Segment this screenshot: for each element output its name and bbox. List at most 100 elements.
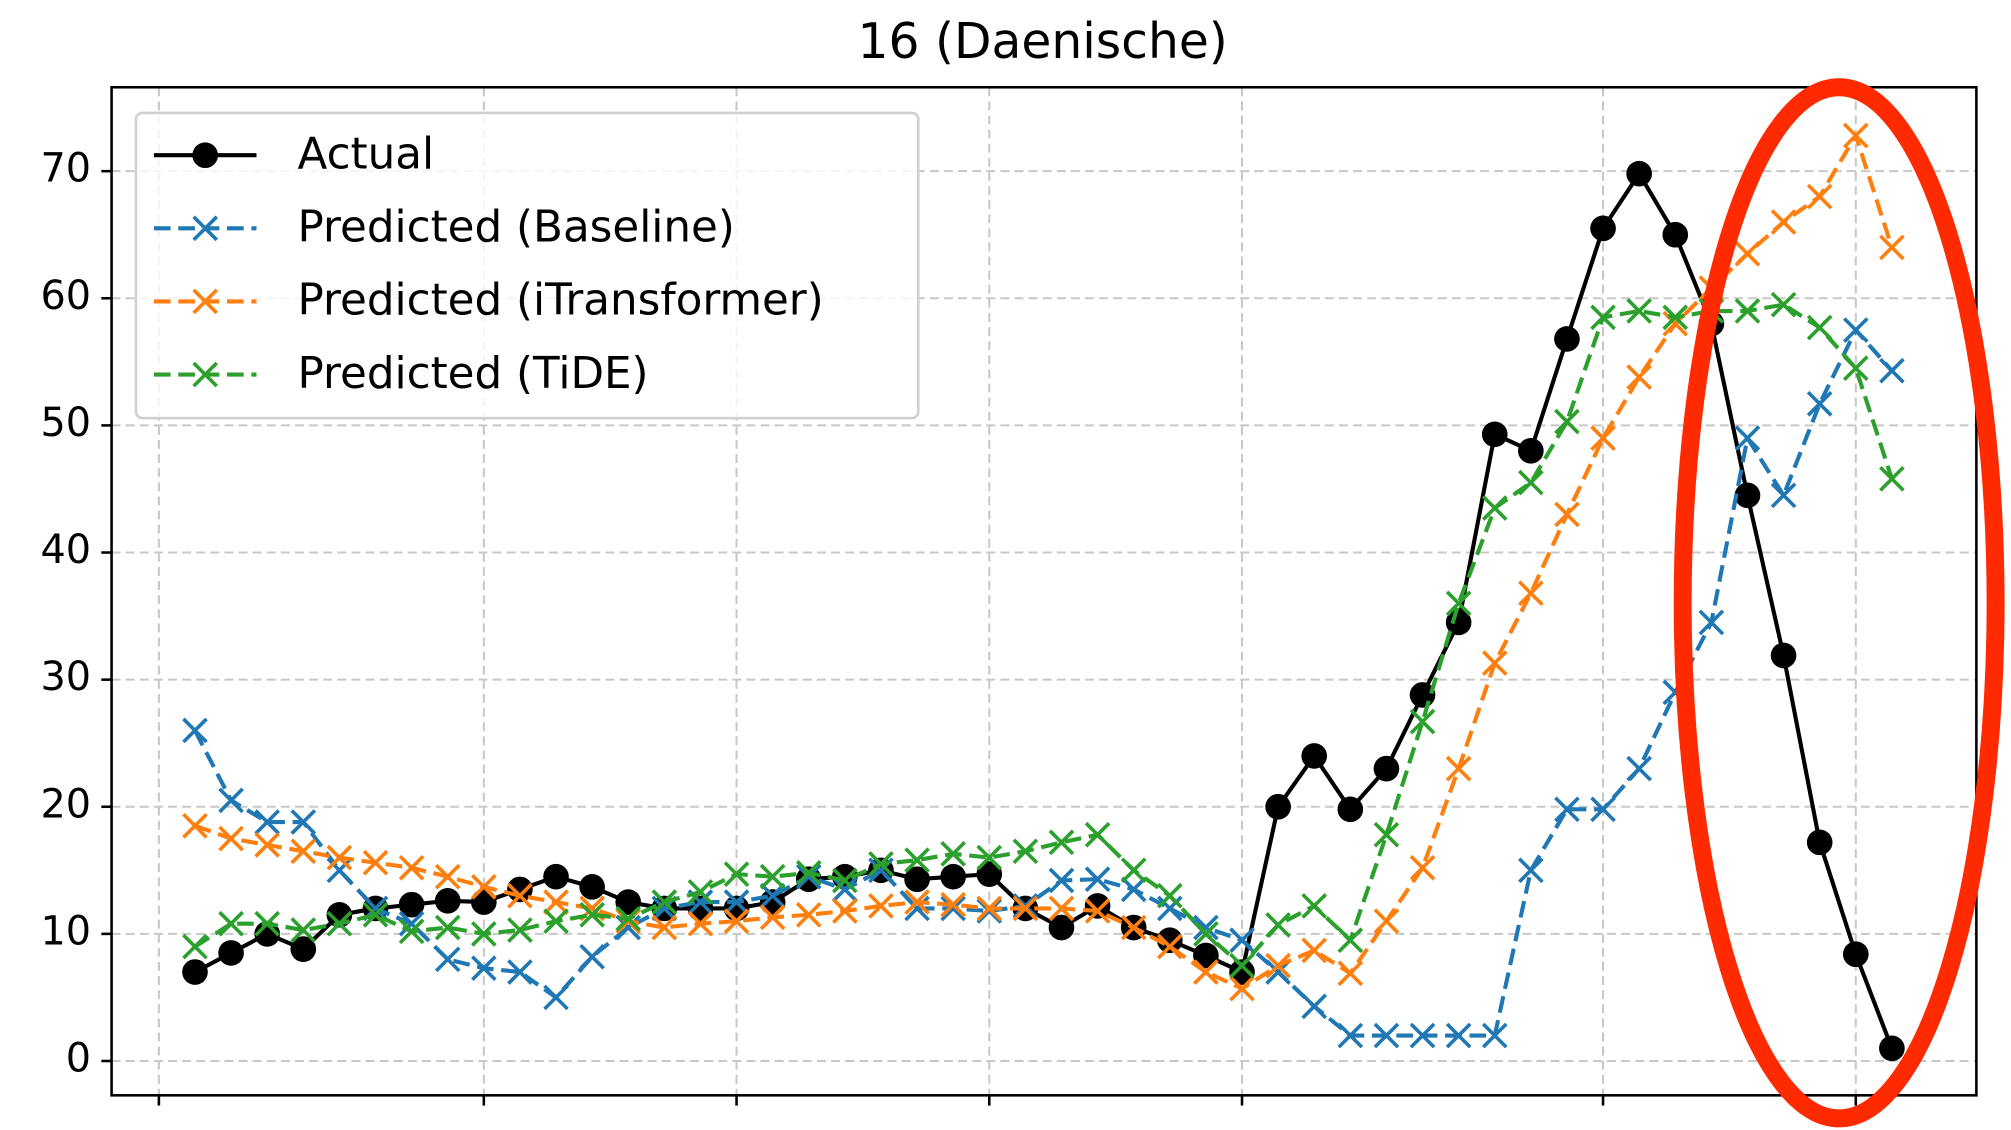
marker bbox=[579, 902, 605, 928]
marker bbox=[759, 882, 786, 909]
marker bbox=[832, 898, 858, 924]
marker bbox=[1662, 221, 1689, 248]
marker bbox=[904, 866, 930, 893]
marker bbox=[1590, 215, 1616, 242]
marker bbox=[1156, 933, 1183, 960]
marker bbox=[1481, 421, 1508, 448]
marker bbox=[398, 891, 425, 918]
marker bbox=[868, 893, 894, 919]
highlight-ellipse bbox=[1673, 78, 2005, 1128]
marker bbox=[182, 959, 208, 985]
marker bbox=[579, 943, 605, 970]
marker bbox=[976, 861, 1003, 887]
marker bbox=[1734, 425, 1761, 451]
marker bbox=[759, 904, 786, 931]
marker bbox=[471, 955, 497, 982]
marker bbox=[254, 910, 281, 937]
marker bbox=[543, 984, 569, 1011]
legend-label: Predicted (TiDE) bbox=[298, 349, 649, 399]
marker bbox=[1554, 326, 1580, 352]
marker bbox=[398, 910, 425, 937]
marker bbox=[1229, 975, 1255, 1002]
marker bbox=[254, 809, 281, 835]
marker bbox=[1734, 240, 1761, 267]
marker bbox=[1554, 501, 1580, 528]
marker bbox=[615, 889, 642, 915]
marker bbox=[1193, 959, 1219, 985]
marker bbox=[1518, 580, 1544, 607]
legend-marker bbox=[192, 361, 219, 388]
y-tick-label: 20 bbox=[40, 781, 91, 827]
marker bbox=[940, 863, 966, 890]
marker bbox=[1229, 959, 1255, 985]
marker bbox=[1120, 876, 1147, 903]
marker bbox=[904, 847, 930, 873]
legend-label: Predicted (Baseline) bbox=[298, 203, 735, 253]
marker bbox=[507, 917, 533, 943]
marker bbox=[1012, 893, 1039, 919]
marker bbox=[1879, 234, 1905, 261]
marker bbox=[795, 863, 822, 890]
marker bbox=[1301, 993, 1328, 1020]
marker bbox=[1481, 495, 1508, 521]
marker bbox=[687, 910, 714, 937]
legend-box bbox=[134, 111, 920, 420]
marker bbox=[1590, 796, 1616, 823]
marker bbox=[615, 905, 642, 932]
marker bbox=[1734, 482, 1761, 509]
marker bbox=[1770, 291, 1797, 318]
marker bbox=[1373, 821, 1400, 848]
y-tick-label: 30 bbox=[40, 654, 91, 700]
axes: 0 10 20 30 40 50 60 70 bbox=[40, 146, 1858, 1106]
marker bbox=[1229, 952, 1255, 979]
marker bbox=[1409, 854, 1436, 881]
marker bbox=[1481, 650, 1508, 676]
marker bbox=[1120, 914, 1147, 941]
marker bbox=[1084, 866, 1111, 893]
marker bbox=[1409, 1022, 1436, 1049]
marker bbox=[182, 933, 208, 960]
marker bbox=[651, 914, 678, 941]
marker bbox=[1156, 895, 1183, 922]
y-tick-label: 10 bbox=[40, 908, 91, 954]
marker bbox=[1193, 921, 1219, 947]
marker bbox=[651, 889, 678, 915]
marker bbox=[1048, 829, 1075, 856]
marker bbox=[1193, 914, 1219, 941]
marker bbox=[1806, 390, 1833, 417]
marker bbox=[1842, 122, 1869, 149]
marker bbox=[940, 891, 966, 918]
marker bbox=[1084, 821, 1111, 848]
marker bbox=[471, 874, 497, 900]
marker bbox=[1337, 927, 1364, 954]
marker bbox=[1337, 1022, 1364, 1049]
marker bbox=[1626, 364, 1652, 390]
marker bbox=[543, 889, 569, 915]
marker bbox=[1518, 857, 1544, 884]
marker bbox=[1842, 317, 1869, 343]
marker bbox=[507, 882, 533, 909]
y-tick-label: 70 bbox=[40, 146, 91, 192]
marker bbox=[1445, 1022, 1472, 1049]
marker bbox=[1048, 867, 1075, 894]
marker bbox=[1518, 437, 1544, 464]
marker bbox=[1265, 952, 1291, 979]
marker bbox=[723, 889, 750, 915]
marker bbox=[1193, 942, 1219, 969]
marker bbox=[434, 914, 461, 941]
marker bbox=[868, 851, 894, 877]
marker bbox=[1806, 314, 1833, 341]
marker bbox=[290, 936, 317, 962]
marker bbox=[290, 917, 317, 943]
marker bbox=[1301, 937, 1328, 964]
marker bbox=[1879, 465, 1905, 492]
legend-label: Predicted (iTransformer) bbox=[298, 276, 824, 326]
marker bbox=[976, 844, 1003, 871]
marker bbox=[1445, 609, 1472, 636]
marker bbox=[254, 921, 281, 947]
marker bbox=[1373, 755, 1400, 782]
chart-title: 16 (Daenische) bbox=[858, 14, 1228, 70]
marker bbox=[759, 863, 786, 890]
